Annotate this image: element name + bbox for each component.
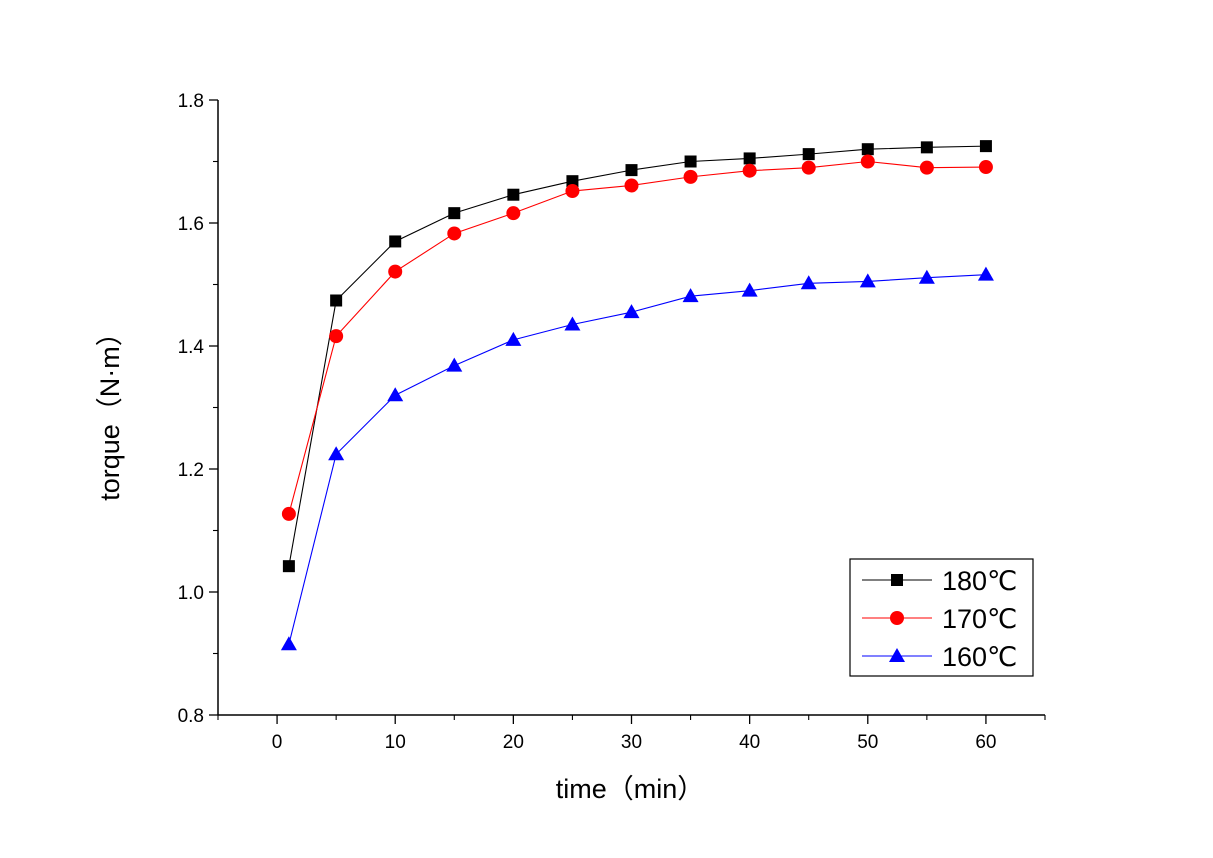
data-point [859, 273, 876, 288]
x-tick-label: 30 [621, 732, 642, 753]
data-point [860, 154, 875, 169]
series-circle [281, 154, 993, 521]
data-point [920, 141, 933, 154]
y-ticks: 0.8 1.0 1.2 1.4 1.6 1.8 [178, 91, 218, 727]
x-tick-label: 60 [975, 732, 996, 753]
data-point [743, 152, 756, 165]
data-point [741, 282, 758, 297]
data-point [684, 155, 697, 168]
series-layer [280, 140, 994, 651]
series-square [282, 140, 992, 573]
x-tick-label: 20 [503, 732, 524, 753]
data-point [280, 636, 297, 651]
x-axis-title: time（min） [556, 774, 705, 804]
data-point [387, 387, 404, 402]
data-point [682, 288, 699, 303]
data-point [625, 164, 638, 177]
series-triangle [280, 266, 994, 651]
data-point [330, 294, 343, 307]
legend-marker [891, 574, 903, 586]
data-point [918, 269, 935, 284]
data-point [388, 264, 403, 279]
y-tick-label: 0.8 [178, 706, 204, 727]
series-line [288, 160, 986, 515]
y-tick-label: 1.4 [178, 337, 205, 358]
data-point [624, 178, 639, 193]
data-point [978, 160, 993, 175]
legend-label: 160℃ [942, 642, 1017, 672]
data-point [448, 207, 461, 220]
data-point [565, 184, 580, 199]
data-point [566, 175, 579, 188]
data-point [328, 446, 345, 461]
data-point [281, 506, 296, 521]
data-point [564, 316, 581, 331]
legend-marker [889, 648, 905, 662]
data-point [329, 329, 344, 344]
y-tick-label: 1.2 [178, 460, 204, 481]
data-point [977, 266, 994, 281]
data-point [282, 560, 295, 573]
data-point [623, 304, 640, 319]
data-point [802, 148, 815, 161]
data-point [506, 206, 521, 221]
y-tick-label: 1.6 [178, 214, 204, 235]
x-tick-label: 0 [272, 732, 283, 753]
x-ticks: 0 10 20 30 40 50 60 [217, 715, 1046, 753]
data-point [447, 226, 462, 241]
data-point [919, 160, 934, 175]
data-point [742, 163, 757, 178]
legend-label: 180℃ [942, 566, 1017, 596]
data-point [683, 169, 698, 184]
data-point [507, 188, 520, 201]
data-point [979, 140, 992, 153]
series-line [288, 145, 986, 567]
legend-item: 170℃ [862, 604, 1017, 634]
data-point [800, 275, 817, 290]
data-point [801, 160, 816, 175]
data-point [389, 235, 402, 248]
y-tick-label: 1.0 [178, 583, 204, 604]
x-tick-label: 10 [385, 732, 406, 753]
legend: 180℃ 170℃ 160℃ [849, 558, 1034, 677]
x-tick-label: 50 [857, 732, 878, 753]
y-tick-label: 1.8 [178, 91, 204, 112]
data-point [446, 357, 463, 372]
legend-item: 180℃ [862, 566, 1017, 596]
data-point [505, 331, 522, 346]
data-point [861, 143, 874, 156]
legend-label: 170℃ [942, 604, 1017, 634]
legend-item: 160℃ [862, 642, 1017, 672]
y-axis-title: torque（N·m） [95, 319, 125, 501]
legend-marker [890, 611, 904, 625]
x-tick-label: 40 [739, 732, 760, 753]
